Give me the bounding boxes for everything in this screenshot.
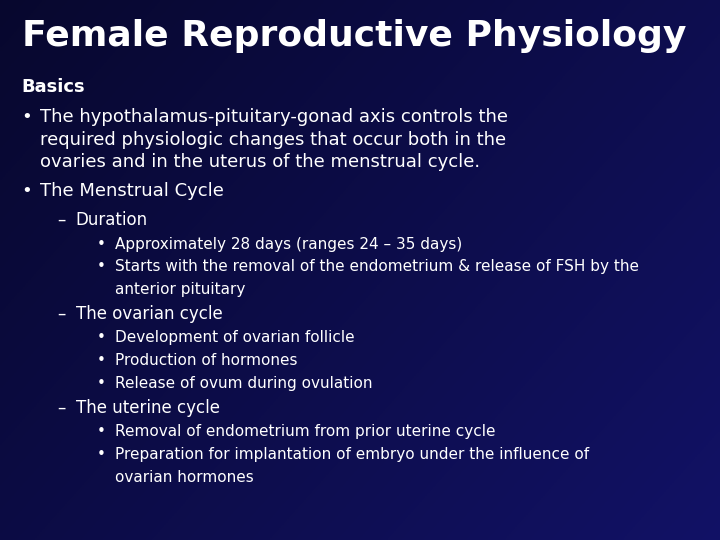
- Text: The ovarian cycle: The ovarian cycle: [76, 305, 222, 322]
- Text: Removal of endometrium from prior uterine cycle: Removal of endometrium from prior uterin…: [115, 424, 495, 440]
- Text: •: •: [97, 353, 106, 368]
- Text: •: •: [97, 447, 106, 462]
- Text: The Menstrual Cycle: The Menstrual Cycle: [40, 182, 223, 200]
- Text: Starts with the removal of the endometrium & release of FSH by the: Starts with the removal of the endometri…: [115, 259, 639, 274]
- Text: required physiologic changes that occur both in the: required physiologic changes that occur …: [40, 131, 505, 149]
- Text: –: –: [58, 305, 66, 322]
- Text: Release of ovum during ovulation: Release of ovum during ovulation: [115, 376, 373, 391]
- Text: Approximately 28 days (ranges 24 – 35 days): Approximately 28 days (ranges 24 – 35 da…: [115, 237, 462, 252]
- Text: –: –: [58, 399, 66, 416]
- Text: ovaries and in the uterus of the menstrual cycle.: ovaries and in the uterus of the menstru…: [40, 153, 480, 171]
- Text: ovarian hormones: ovarian hormones: [115, 470, 254, 485]
- Text: •: •: [97, 376, 106, 391]
- Text: •: •: [22, 182, 32, 200]
- Text: The uterine cycle: The uterine cycle: [76, 399, 220, 416]
- Text: •: •: [97, 330, 106, 346]
- Text: Duration: Duration: [76, 211, 148, 228]
- Text: •: •: [97, 259, 106, 274]
- Text: Basics: Basics: [22, 78, 85, 96]
- Text: •: •: [22, 108, 32, 126]
- Text: •: •: [97, 237, 106, 252]
- Text: –: –: [58, 211, 66, 228]
- Text: The hypothalamus-pituitary-gonad axis controls the: The hypothalamus-pituitary-gonad axis co…: [40, 108, 508, 126]
- Text: Production of hormones: Production of hormones: [115, 353, 297, 368]
- Text: Female Reproductive Physiology: Female Reproductive Physiology: [22, 19, 686, 53]
- Text: anterior pituitary: anterior pituitary: [115, 282, 246, 297]
- Text: •: •: [97, 424, 106, 440]
- Text: Preparation for implantation of embryo under the influence of: Preparation for implantation of embryo u…: [115, 447, 590, 462]
- Text: Development of ovarian follicle: Development of ovarian follicle: [115, 330, 355, 346]
